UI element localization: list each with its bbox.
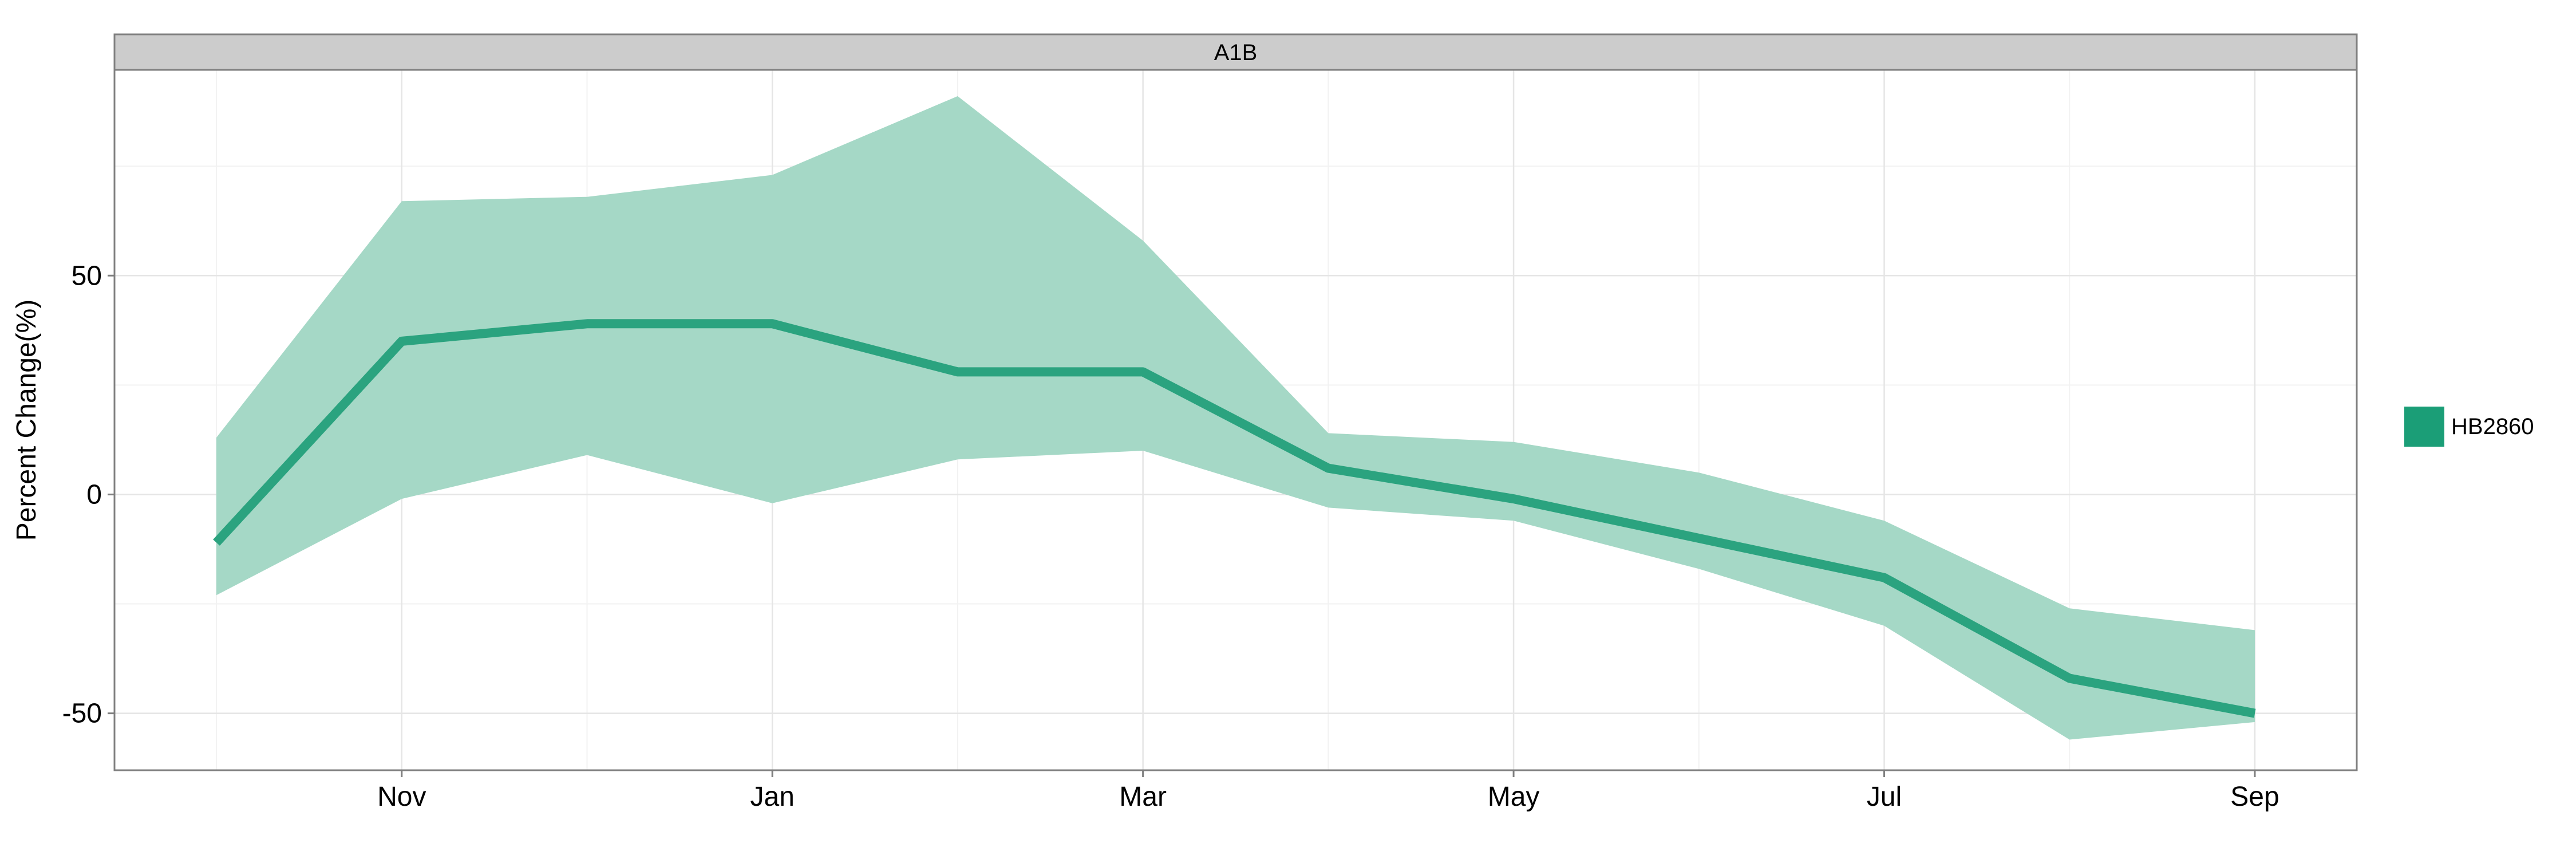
line-layer — [213, 319, 2256, 718]
x-axis: Nov Jan Mar May Jul Sep — [377, 770, 2279, 812]
y-tick-label: -50 — [62, 699, 102, 729]
y-tick-label: 50 — [72, 261, 102, 291]
x-tick-label: Sep — [2230, 782, 2279, 812]
y-tick-label: 0 — [86, 479, 102, 510]
x-tick-label: Jul — [1867, 782, 1902, 812]
facet-strip — [113, 33, 2358, 71]
legend-label: HB2860 — [2451, 414, 2534, 439]
facet-strip-label: A1B — [1214, 40, 1258, 65]
x-tick-label: Nov — [377, 782, 426, 812]
x-tick-label: Mar — [1119, 782, 1167, 812]
x-tick-label: May — [1488, 782, 1540, 812]
y-axis-title: Percent Change(%) — [11, 300, 42, 541]
legend: HB2860 — [2398, 400, 2534, 450]
series-line — [213, 319, 2256, 718]
x-tick-label: Jan — [750, 782, 795, 812]
legend-key — [2404, 407, 2444, 447]
y-axis: -50 0 50 — [62, 261, 114, 729]
